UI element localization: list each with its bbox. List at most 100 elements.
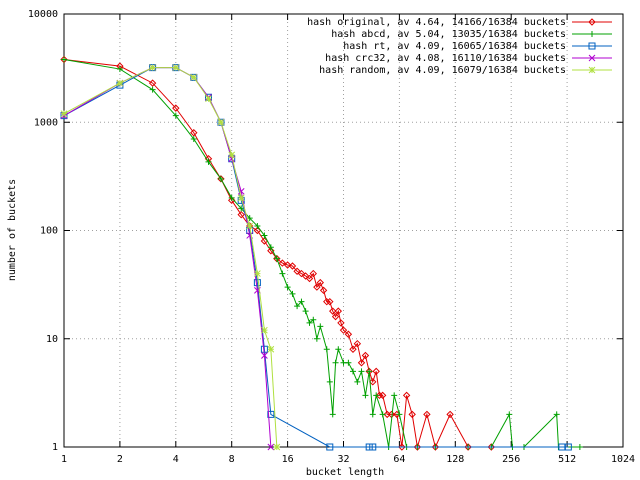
marker: [116, 79, 124, 87]
y-tick-label: 10: [46, 334, 58, 345]
marker: [246, 222, 254, 230]
legend-label: hash abcd, av 5.04, 13035/16384 buckets: [331, 29, 566, 40]
x-tick-label: 32: [337, 454, 349, 465]
marker: [148, 79, 157, 87]
marker: [283, 261, 292, 269]
y-tick-label: 1000: [34, 117, 58, 128]
marker: [60, 110, 68, 118]
marker: [237, 210, 245, 219]
marker: [379, 411, 386, 418]
marker: [326, 443, 334, 451]
marker: [190, 73, 198, 81]
marker: [190, 73, 198, 81]
marker: [339, 326, 348, 334]
marker: [228, 194, 235, 201]
y-tick-label: 100: [40, 226, 58, 237]
marker: [402, 391, 411, 400]
marker: [172, 104, 180, 112]
marker: [446, 410, 454, 419]
marker: [228, 151, 236, 159]
marker: [506, 411, 513, 418]
legend-marker: [588, 18, 596, 26]
marker: [323, 346, 330, 353]
marker: [278, 259, 287, 267]
marker: [217, 118, 225, 126]
marker: [310, 316, 317, 323]
marker: [305, 274, 314, 283]
marker: [358, 368, 365, 375]
marker: [334, 307, 343, 315]
marker: [564, 443, 572, 451]
marker: [254, 270, 261, 277]
marker: [331, 312, 340, 321]
marker: [313, 335, 320, 342]
marker: [378, 391, 387, 400]
marker: [329, 307, 337, 315]
marker: [576, 444, 583, 450]
marker: [309, 269, 317, 278]
x-tick-label: 1024: [611, 454, 635, 465]
marker: [357, 359, 366, 367]
y-axis-label: number of buckets: [7, 179, 18, 281]
marker: [329, 411, 336, 418]
marker: [149, 86, 156, 93]
marker: [323, 297, 331, 306]
marker: [267, 244, 274, 251]
x-tick-label: 64: [393, 454, 405, 465]
marker: [61, 56, 67, 63]
marker: [227, 196, 236, 205]
marker: [267, 247, 275, 255]
marker: [326, 297, 334, 306]
marker: [301, 272, 310, 280]
marker: [205, 158, 212, 165]
marker: [349, 345, 357, 353]
legend-label: hash original, av 4.64, 14166/16384 buck…: [307, 17, 566, 28]
marker: [313, 283, 321, 291]
marker: [354, 378, 361, 385]
marker: [398, 443, 406, 451]
marker: [273, 443, 281, 451]
y-tick-label: 10000: [28, 9, 58, 20]
marker: [289, 290, 296, 297]
marker: [149, 64, 156, 71]
marker: [369, 411, 376, 418]
marker: [261, 232, 268, 239]
legend-marker: [589, 31, 595, 37]
marker: [553, 411, 560, 418]
marker: [217, 175, 225, 183]
x-tick-label: 16: [282, 454, 294, 465]
marker: [190, 129, 198, 137]
marker: [353, 339, 362, 348]
marker: [326, 378, 333, 385]
marker: [316, 278, 325, 287]
marker: [337, 319, 345, 327]
marker: [172, 64, 180, 71]
marker: [306, 319, 313, 326]
marker: [362, 392, 369, 399]
marker: [423, 410, 431, 419]
marker: [279, 270, 286, 277]
marker: [319, 286, 328, 295]
marker: [267, 345, 275, 353]
marker: [366, 368, 373, 375]
marker: [116, 66, 123, 73]
x-tick-label: 1: [61, 454, 67, 465]
marker: [369, 378, 377, 386]
legend-label: hash rt, av 4.09, 16065/16384 buckets: [343, 41, 566, 52]
marker: [372, 367, 380, 376]
marker: [190, 136, 197, 143]
marker: [205, 95, 212, 103]
marker: [344, 330, 353, 338]
marker: [361, 351, 370, 360]
y-tick-label: 1: [52, 442, 58, 453]
legend-marker: [588, 54, 596, 62]
marker: [217, 175, 224, 182]
marker: [261, 352, 268, 359]
marker: [332, 359, 339, 366]
marker: [288, 262, 297, 270]
x-tick-label: 4: [173, 454, 179, 465]
x-tick-label: 512: [558, 454, 576, 465]
marker: [317, 323, 324, 330]
